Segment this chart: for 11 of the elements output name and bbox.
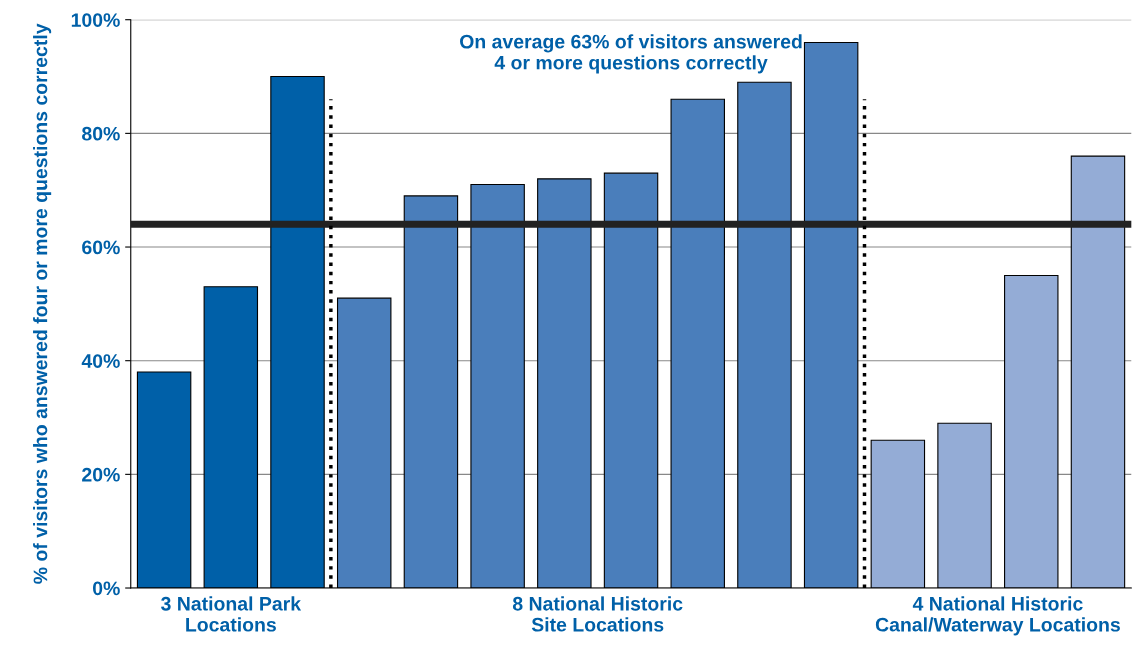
text: 3 National Park Locations — [161, 596, 302, 632]
y-tick-label: 100% — [71, 13, 120, 27]
text: 8 National Historic Site Locations — [512, 596, 683, 632]
y-tick-label: 40% — [81, 354, 120, 368]
text: 4 National Historic Canal/Waterway Locations — [875, 596, 1120, 636]
y-tick-label: 60% — [82, 240, 120, 255]
y-tick-label: 80% — [82, 126, 120, 141]
y-axis-title: % of visitors who answered four or more questions correctly — [33, 23, 52, 584]
y-tick-label: 0% — [93, 581, 120, 596]
annotation: On average 63% of visitors answered 4 or more questions correctly — [460, 34, 802, 74]
y-tick-label: 20% — [82, 467, 120, 482]
